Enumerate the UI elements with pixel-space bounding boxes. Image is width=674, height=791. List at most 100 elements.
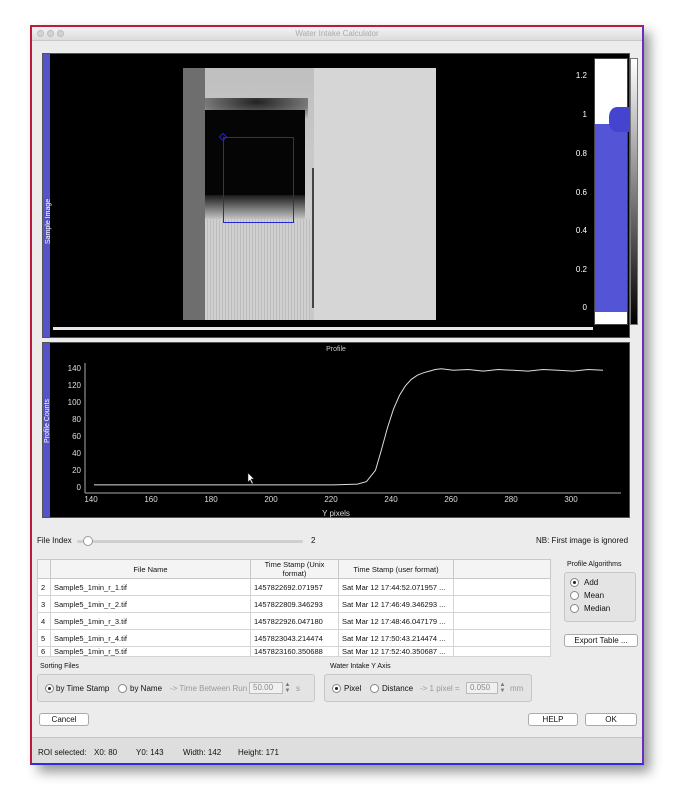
pixel-size-field[interactable]: 0.050 <box>466 682 498 694</box>
y-tick: 40 <box>72 449 81 458</box>
x-tick: 220 <box>324 495 338 504</box>
algorithm-add-radio[interactable] <box>570 578 579 587</box>
algorithm-median-label[interactable]: Median <box>584 604 611 613</box>
user-time-cell: Sat Mar 12 17:52:40.350687 ... <box>338 646 454 657</box>
pixel-size-stepper[interactable]: ▲ ▼ <box>499 682 506 694</box>
row-index: 2 <box>37 578 51 596</box>
roi-y0: Y0: 143 <box>136 748 164 757</box>
seconds-unit: s <box>296 684 300 693</box>
y-tick: 100 <box>67 398 81 407</box>
image-right-half <box>314 68 436 320</box>
y-tick: 120 <box>67 381 81 390</box>
algorithm-mean-label[interactable]: Mean <box>584 591 605 600</box>
roi-selection-box[interactable] <box>223 137 294 223</box>
pixel-size-label: -> 1 pixel = <box>420 684 460 693</box>
gradient-level-bar[interactable] <box>630 58 638 325</box>
profile-panel: Profile Counts Profile 140 120 100 80 60… <box>42 342 630 518</box>
hist-tick: 1 <box>582 110 587 119</box>
x-tick: 280 <box>504 495 518 504</box>
main-window: Water Intake Calculator Sample Image 1.2… <box>30 25 644 765</box>
table-row[interactable]: 2 Sample5_1min_r_1.tif 1457822692.071957… <box>37 578 551 596</box>
profile-algorithms-title: Profile Algorithms <box>567 561 622 568</box>
axis-distance-label[interactable]: Distance <box>382 684 414 693</box>
file-index-slider-knob[interactable] <box>83 536 94 546</box>
sort-by-time-stamp-label[interactable]: by Time Stamp <box>56 684 110 693</box>
window-title: Water Intake Calculator <box>295 29 379 38</box>
y-tick: 20 <box>72 466 81 475</box>
sort-by-time-stamp-radio[interactable] <box>45 684 54 693</box>
table-row[interactable]: 3 Sample5_1min_r_2.tif 1457822809.346293… <box>37 595 551 613</box>
row-index: 5 <box>37 629 51 647</box>
axis-pixel-label[interactable]: Pixel <box>344 684 362 693</box>
y-tick: 140 <box>67 364 81 373</box>
user-time-cell: Sat Mar 12 17:44:52.071957 ... <box>338 578 454 596</box>
sorting-files-title: Sorting Files <box>40 663 79 670</box>
algorithm-mean-radio[interactable] <box>570 591 579 600</box>
roi-height: Height: 171 <box>238 748 279 757</box>
axis-pixel-radio[interactable] <box>332 684 341 693</box>
zoom-window-button[interactable] <box>57 30 64 37</box>
user-time-cell: Sat Mar 12 17:46:49.346293 ... <box>338 595 454 613</box>
col-header-empty <box>453 559 551 579</box>
roi-width: Width: 142 <box>183 748 222 757</box>
table-row[interactable]: 5 Sample5_1min_r_4.tif 1457823043.214474… <box>37 629 551 647</box>
algorithm-add-label[interactable]: Add <box>584 578 599 587</box>
row-index: 3 <box>37 595 51 613</box>
y-tick: 80 <box>72 415 81 424</box>
col-header-user-time[interactable]: Time Stamp (user format) <box>338 559 454 579</box>
file-index-value: 2 <box>311 536 316 545</box>
col-header-index[interactable] <box>37 559 51 579</box>
x-tick: 160 <box>144 495 158 504</box>
table-row[interactable]: 6 Sample5_1min_r_5.tif 1457823160.350688… <box>37 646 551 657</box>
empty-cell <box>453 578 551 596</box>
row-index: 6 <box>37 646 51 657</box>
title-bar: Water Intake Calculator <box>32 27 642 41</box>
x-axis-label: Y pixels <box>322 509 350 518</box>
sample-image-panel: Sample Image 1.2 1 0.8 0.6 0.4 0.2 0 <box>42 53 638 338</box>
time-between-run-label: -> Time Between Run <box>170 684 248 693</box>
sample-lower-region <box>205 219 310 320</box>
axis-distance-radio[interactable] <box>370 684 379 693</box>
time-between-run-stepper[interactable]: ▲ ▼ <box>284 682 291 694</box>
profile-plot[interactable] <box>43 343 629 517</box>
unix-time-cell: 1457823043.214474 <box>250 629 339 647</box>
hist-tick: 0.8 <box>575 149 587 158</box>
sort-by-name-radio[interactable] <box>118 684 127 693</box>
file-name-cell: Sample5_1min_r_3.tif <box>50 612 251 630</box>
x-tick: 300 <box>564 495 578 504</box>
image-scrollbar[interactable] <box>53 327 593 330</box>
sort-by-name-label[interactable]: by Name <box>130 684 163 693</box>
help-button[interactable]: HELP <box>528 713 578 726</box>
roi-selected-label: ROI selected: <box>38 748 87 757</box>
unix-time-cell: 1457822809.346293 <box>250 595 339 613</box>
export-table-button[interactable]: Export Table ... <box>564 634 638 647</box>
file-table[interactable]: File Name Time Stamp (Unix format) Time … <box>37 559 551 657</box>
col-header-file-name[interactable]: File Name <box>50 559 251 579</box>
unix-time-cell: 1457823160.350688 <box>250 646 339 657</box>
sample-image[interactable] <box>183 68 436 320</box>
y-tick: 0 <box>76 483 81 492</box>
hist-tick: 0.2 <box>575 265 587 274</box>
histogram-bottom <box>595 312 627 324</box>
time-between-run-field[interactable]: 50.00 <box>249 682 283 694</box>
profile-algorithms-group: Add Mean Median <box>564 572 636 622</box>
histogram-spike <box>609 107 629 132</box>
sample-image-label: Sample Image <box>45 198 52 244</box>
sample-edge-line <box>312 168 314 308</box>
empty-cell <box>453 646 551 657</box>
histogram-widget[interactable] <box>594 58 629 325</box>
user-time-cell: Sat Mar 12 17:50:43.214474 ... <box>338 629 454 647</box>
profile-dock-strip[interactable] <box>43 343 50 517</box>
file-index-slider[interactable] <box>77 540 303 543</box>
file-name-cell: Sample5_1min_r_2.tif <box>50 595 251 613</box>
algorithm-median-radio[interactable] <box>570 604 579 613</box>
table-row[interactable]: 4 Sample5_1min_r_3.tif 1457822926.047180… <box>37 612 551 630</box>
col-header-unix-time[interactable]: Time Stamp (Unix format) <box>250 559 339 579</box>
sample-image-dock-strip[interactable] <box>43 54 50 337</box>
x-tick: 180 <box>204 495 218 504</box>
ok-button[interactable]: OK <box>585 713 637 726</box>
empty-cell <box>453 612 551 630</box>
minimize-window-button[interactable] <box>47 30 54 37</box>
cancel-button[interactable]: Cancel <box>39 713 89 726</box>
close-window-button[interactable] <box>37 30 44 37</box>
